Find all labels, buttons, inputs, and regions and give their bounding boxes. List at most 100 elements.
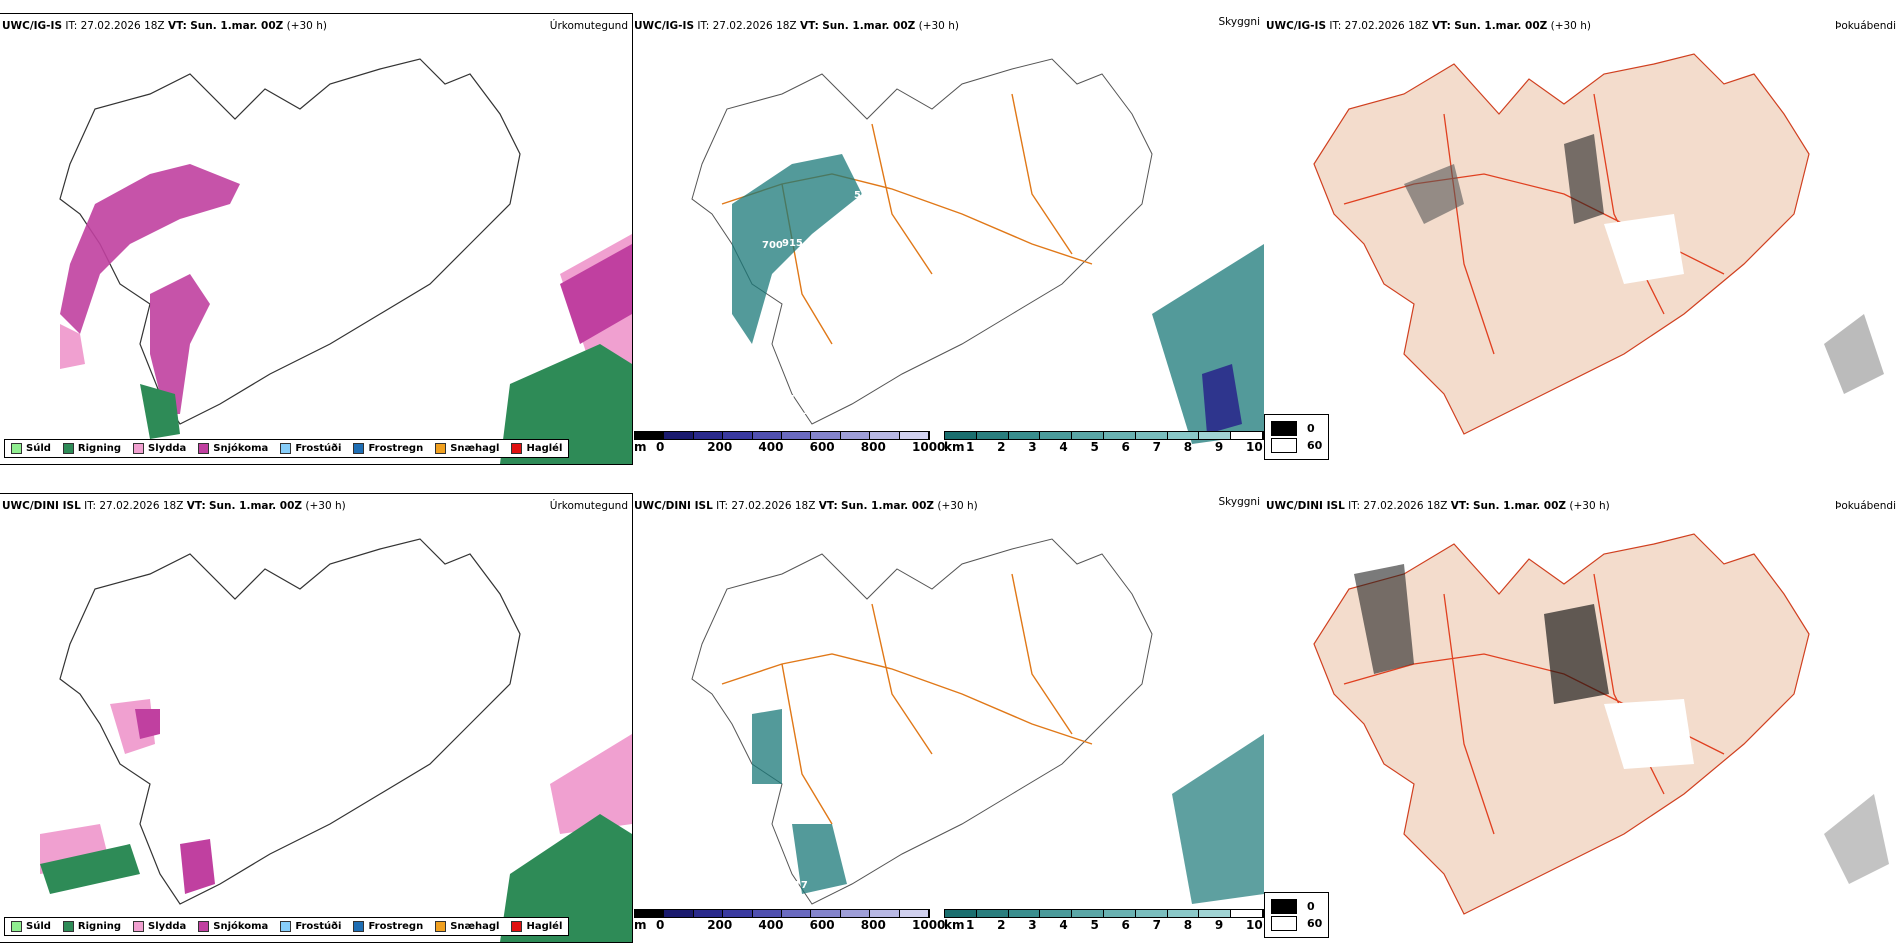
- colorbar-swatch: [723, 432, 753, 439]
- colorbar-tick: 800: [860, 918, 886, 932]
- legend-swatch: [280, 443, 292, 454]
- colorbar-swatch: [1135, 432, 1168, 439]
- legend-label: Súld: [26, 921, 51, 932]
- colorbar-swatch: [635, 910, 665, 917]
- fog-patch: [1824, 314, 1884, 394]
- colorbar-tick: 6: [1121, 918, 1130, 932]
- rain-area: [140, 384, 180, 439]
- legend-swatch: [198, 443, 210, 454]
- legend-item: Frostúði: [280, 921, 341, 932]
- colorbar-tick: 3: [1028, 918, 1037, 932]
- colorbar-tick: 5: [1090, 918, 1099, 932]
- visibility-colorbar: km 1 2 3 4 5 6 7 8 9 10: [944, 909, 1264, 932]
- value-label: 915: [782, 238, 803, 249]
- colorbar-swatch: [782, 910, 812, 917]
- legend-label: Frostúði: [295, 443, 342, 454]
- colorbar-swatch: [1167, 432, 1200, 439]
- fog-key-swatch: [1271, 899, 1297, 914]
- colorbar-tick: 10: [1246, 918, 1263, 932]
- colorbar-strip: [944, 431, 1264, 440]
- value-label: 240: [1014, 846, 1035, 857]
- legend-item: Snæhagl: [435, 443, 499, 454]
- colorbar-strip: [634, 431, 930, 440]
- legend-swatch: [511, 921, 523, 932]
- colorbar-tick: 9: [1214, 918, 1224, 932]
- value-label: 303: [802, 406, 823, 417]
- legend-swatch: [280, 921, 292, 932]
- colorbar-swatch: [1231, 910, 1263, 917]
- legend-label: Rigning: [77, 443, 122, 454]
- colorbar-tick: 200: [707, 918, 733, 932]
- legend-item: Súld: [11, 921, 51, 932]
- sleet-area: [550, 734, 632, 834]
- legend-swatch: [11, 443, 22, 454]
- legend-item: Frostregn: [353, 443, 423, 454]
- legend-swatch: [62, 443, 74, 454]
- visibility-map: [691, 58, 1264, 444]
- colorbar-strip: [944, 909, 1264, 918]
- colorbar-unit: m: [634, 918, 647, 932]
- glacier: [1604, 214, 1684, 284]
- colorbar-tick: 600: [809, 440, 835, 454]
- legend-item: Frostregn: [353, 921, 423, 932]
- snow-area: [60, 164, 240, 334]
- colorbar-swatch: [840, 910, 871, 917]
- colorbar-swatch: [945, 432, 977, 439]
- panel-title: Skyggni: [1218, 496, 1261, 508]
- colorbar-swatch: [1072, 910, 1104, 917]
- legend-swatch: [133, 443, 145, 454]
- sleet-area: [60, 324, 85, 369]
- colorbar-swatch: [899, 432, 930, 439]
- colorbar-tick: 1: [966, 918, 975, 932]
- colorbar-tick: 4: [1059, 440, 1068, 454]
- fog-key-label: 60: [1307, 439, 1323, 452]
- legend-swatch: [198, 921, 210, 932]
- panel-title: Skyggni: [1218, 16, 1261, 28]
- value-label: 122: [960, 384, 981, 395]
- colorbar-tick: 400: [758, 440, 784, 454]
- colorbar-tick: 7: [1152, 440, 1162, 454]
- value-label: 644: [807, 244, 828, 255]
- panel-header: UWC/DINI ISL IT: 27.02.2026 18Z VT: Sun.…: [1266, 500, 1610, 512]
- precip-legend: Súld Rigning Slydda Snjókoma Frostúði Frostre…: [4, 439, 570, 458]
- legend-item: Súld: [11, 443, 51, 454]
- colorbar-swatch: [899, 910, 930, 917]
- colorbar-unit: m: [634, 440, 647, 454]
- visibility-panel-bottom: UWC/DINI ISL IT: 27.02.2026 18Z VT: Sun.…: [632, 494, 1264, 942]
- colorbar-tick: 7: [1152, 918, 1162, 932]
- colorbar-swatch: [1167, 910, 1200, 917]
- panel-header: UWC/IG-IS IT: 27.02.2026 18Z VT: Sun. 1.…: [1266, 20, 1591, 32]
- colorbar-swatch: [840, 432, 871, 439]
- fog-key-label: 0: [1307, 422, 1315, 435]
- legend-label: Súld: [26, 443, 51, 454]
- fog-key-label: 0: [1307, 900, 1315, 913]
- colorbar-tick: 1000: [912, 440, 946, 454]
- legend-label: Rigning: [77, 921, 122, 932]
- panel-header: UWC/DINI ISL IT: 27.02.2026 18Z VT: Sun.…: [2, 500, 346, 512]
- fog-panel-top: UWC/IG-IS IT: 27.02.2026 18Z VT: Sun. 1.…: [1264, 14, 1900, 464]
- fog-key-row: 0: [1271, 421, 1322, 436]
- colorbar-unit: km: [944, 918, 965, 932]
- colorbar-swatch: [1231, 432, 1263, 439]
- legend-label: Slydda: [148, 921, 187, 932]
- value-label: 325: [832, 228, 853, 239]
- legend-item: Frostúði: [280, 443, 341, 454]
- legend-item: Slydda: [133, 921, 186, 932]
- panel-title: Úrkomutegund: [549, 20, 628, 32]
- colorbar-swatch: [811, 910, 841, 917]
- legend-label: Snjókoma: [213, 443, 269, 454]
- iceland-fill: [1313, 53, 1810, 435]
- fog-key-row: 0: [1271, 899, 1322, 914]
- low-visibility-area: [752, 709, 782, 784]
- fog-panel-bottom: UWC/DINI ISL IT: 27.02.2026 18Z VT: Sun.…: [1264, 494, 1900, 942]
- fog-key-label: 60: [1307, 917, 1323, 930]
- legend-item: Haglél: [511, 921, 562, 932]
- colorbar-unit: km: [944, 440, 965, 454]
- legend-label: Frostregn: [368, 921, 424, 932]
- visibility-panel-top: UWC/IG-IS IT: 27.02.2026 18Z VT: Sun. 1.…: [632, 14, 1264, 464]
- legend-label: Snæhagl: [450, 443, 500, 454]
- glacier: [1604, 699, 1694, 769]
- legend-label: Slydda: [148, 443, 187, 454]
- colorbar-swatch: [1199, 910, 1232, 917]
- legend-swatch: [11, 921, 22, 932]
